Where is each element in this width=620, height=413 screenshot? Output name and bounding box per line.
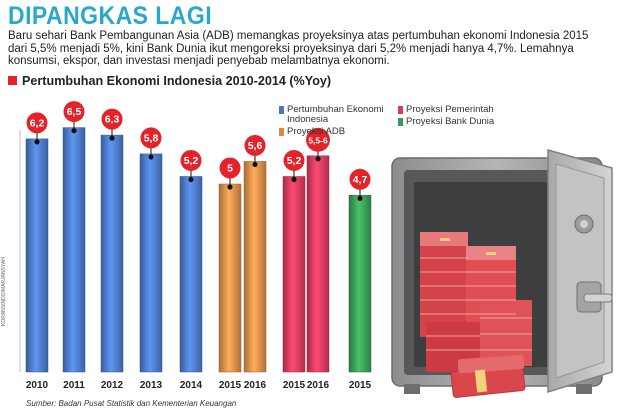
bar-pertumbuhan-ekonomi-indonesia-2011 (62, 127, 86, 373)
value-label: 5,6 (248, 140, 263, 152)
x-tick-label: 2011 (63, 380, 85, 391)
legend-swatch-green (398, 118, 403, 126)
bar-proyeksi-adb-2016 (243, 161, 267, 373)
value-label-bubble (101, 108, 123, 130)
x-tick-label: 2015 (219, 380, 242, 391)
bar-proyeksi-adb-2015 (218, 183, 242, 373)
value-label: 5 (227, 163, 233, 175)
bar-proyeksi-pemerintah-2015 (282, 176, 306, 373)
value-label: 5,2 (287, 155, 302, 167)
bar-proyeksi-bank-dunia-2015 (348, 195, 372, 373)
legend-item-bank-dunia: Proyeksi Bank Dunia (398, 117, 526, 127)
x-tick-label: 2016 (244, 380, 267, 391)
value-label: 6,2 (30, 117, 45, 129)
bar-proyeksi-pemerintah-2016 (306, 155, 330, 373)
legend-label-adb: Proyeksi ADB (287, 126, 346, 137)
value-label: 5,2 (184, 155, 199, 167)
x-tick-label: 2012 (101, 380, 124, 391)
safe-with-money-illustration (391, 149, 613, 398)
value-label: 6,5 (67, 106, 82, 118)
credit-text: KORANSINDO/MARJANSYAH (1, 257, 7, 326)
legend-item-pemerintah: Proyeksi Pemerintah (398, 105, 526, 115)
value-label-bubble (219, 157, 241, 179)
value-label-bubble (26, 112, 48, 134)
bar-pertumbuhan-ekonomi-indonesia-2013 (139, 153, 163, 373)
x-tick-label: 2013 (140, 380, 163, 391)
bar-pertumbuhan-ekonomi-indonesia-2012 (100, 134, 124, 373)
legend-item-adb: Proyeksi ADB (279, 127, 407, 137)
value-label-bubble (244, 134, 266, 156)
legend-swatch-blue (279, 106, 284, 114)
legend-label-pertumbuhan: Pertumbuhan Ekonomi Indonesia (287, 104, 384, 125)
legend-item-pertumbuhan: Pertumbuhan Ekonomi Indonesia (279, 105, 407, 125)
bar-pertumbuhan-ekonomi-indonesia-2014 (179, 176, 203, 373)
value-label-bubble (140, 127, 162, 149)
value-label-bubble (180, 149, 202, 171)
value-label: 5,8 (144, 132, 159, 144)
red-square-icon (8, 76, 17, 85)
bar-pertumbuhan-ekonomi-indonesia-2010 (25, 138, 49, 373)
x-tick-label: 2015 (283, 380, 306, 391)
legend-swatch-red (398, 106, 403, 114)
legend-label-pemerintah: Proyeksi Pemerintah (406, 104, 494, 115)
value-label-bubble (349, 168, 371, 190)
value-label-bubble (306, 127, 330, 152)
legend-label-bank-dunia: Proyeksi Bank Dunia (406, 116, 495, 127)
value-label-bubble (283, 149, 305, 171)
x-tick-label: 2015 (349, 380, 372, 391)
x-tick-label: 2016 (307, 380, 330, 391)
page-title: DIPANGKAS LAGI (8, 2, 213, 30)
legend-swatch-orange (279, 128, 284, 136)
value-label: 4,7 (353, 174, 368, 186)
x-tick-label: 2010 (26, 380, 49, 391)
x-tick-label: 2014 (180, 380, 203, 391)
value-label: 5,5-6 (308, 135, 328, 145)
value-label: 6,3 (105, 114, 120, 126)
chart-subtitle: Pertumbuhan Ekonomi Indonesia 2010-2014 … (8, 74, 331, 88)
lead-paragraph: Baru sehari Bank Pembangunan Asia (ADB) … (8, 30, 589, 68)
value-label-bubble (63, 101, 85, 123)
source-note: Sumber: Badan Pusat Statistik dan Kement… (26, 399, 237, 408)
chart-subtitle-text: Pertumbuhan Ekonomi Indonesia 2010-2014 … (22, 74, 332, 88)
